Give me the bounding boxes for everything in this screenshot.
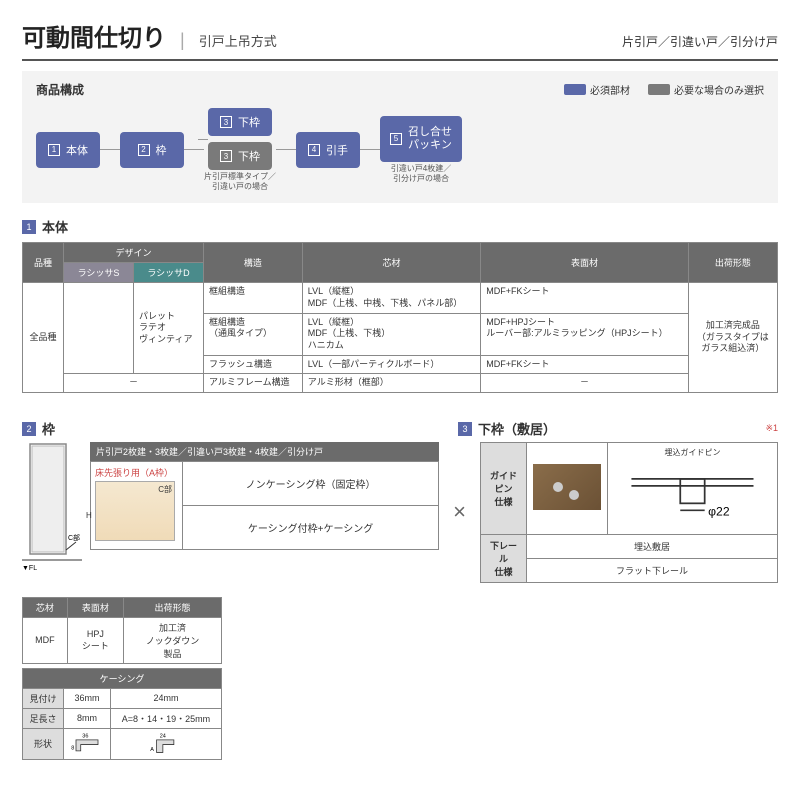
section-2-label: 枠 xyxy=(42,419,55,438)
composition-panel: 商品構成 必須部材 必要な場合のみ選択 1本体 2枠 3下枠 xyxy=(22,71,778,203)
node-packing: 5召し合せ パッキン xyxy=(380,116,462,162)
legend-optional-label: 必要な場合のみ選択 xyxy=(674,82,764,97)
casing-table: ケーシング 見付け 36mm 24mm 足長さ 8mm A=8・14・19・25… xyxy=(22,668,222,760)
divider: | xyxy=(180,30,185,51)
svg-text:A: A xyxy=(150,747,154,753)
door-elevation-diagram: ▼FL C部 xyxy=(22,442,82,575)
door-svg: ▼FL C部 xyxy=(22,442,82,572)
frame-options: 片引戸2枚建・3枚建／引違い戸3枚建・4枚建／引分け戸 床先張り用（A枠） C部… xyxy=(90,442,439,550)
badge-1: 1 xyxy=(22,220,36,234)
caption-n5: 引違い戸4枚建／ 引分け戸の場合 xyxy=(391,164,451,183)
lower-frame-table: ガイドピン 仕様 埋込ガイドピン φ22 下レール 仕 xyxy=(480,442,778,583)
svg-text:24: 24 xyxy=(160,733,166,739)
section-2-header: 2 枠 xyxy=(22,419,438,438)
guide-pin-photo xyxy=(533,464,601,510)
svg-text:36: 36 xyxy=(82,733,88,739)
swatch-required xyxy=(564,84,586,95)
caption-n3: 片引戸標準タイプ／ 引違い戸の場合 xyxy=(204,172,276,191)
guide-pin-section-svg: φ22 xyxy=(614,458,771,528)
node-handle: 4引手 xyxy=(296,132,360,168)
node-body: 1本体 xyxy=(36,132,100,168)
section-1-header: 1 本体 xyxy=(22,217,778,236)
legend: 必須部材 必要な場合のみ選択 xyxy=(564,82,764,97)
frame-header-band: 片引戸2枚建・3枚建／引違い戸3枚建・4枚建／引分け戸 xyxy=(90,442,439,461)
guide-pin-label: 埋込ガイドピン xyxy=(614,447,771,458)
section-3-header: 3 下枠（敷居） ※1 xyxy=(458,419,778,438)
fl-label: ▼FL xyxy=(22,565,37,572)
door-types: 片引戸／引違い戸／引分け戸 xyxy=(622,33,778,50)
page-header: 可動間仕切り | 引戸上吊方式 片引戸／引違い戸／引分け戸 xyxy=(22,18,778,61)
node-lower-frame-b: 3下枠 xyxy=(208,142,272,170)
svg-text:φ22: φ22 xyxy=(708,505,730,519)
note-ref: ※1 xyxy=(765,423,778,434)
door-section-diagram: C部 H xyxy=(95,481,175,541)
frame-option-2: ケーシング付枠+ケーシング xyxy=(183,506,438,549)
body-spec-table: 品種 デザイン 構造 芯材 表面材 出荷形態 ラシッサS ラシッサD 全品種 パ… xyxy=(22,242,778,393)
section-3-label: 下枠（敷居） xyxy=(478,419,556,438)
node-frame: 2枠 xyxy=(120,132,184,168)
badge-2: 2 xyxy=(22,422,36,436)
svg-text:8: 8 xyxy=(71,745,74,751)
material-table: 芯材 表面材 出荷形態 MDF HPJ シート 加工済 ノックダウン 製品 xyxy=(22,597,222,664)
legend-required-label: 必須部材 xyxy=(590,82,630,97)
page-title: 可動間仕切り xyxy=(22,18,166,53)
frame-option-1: ノンケーシング枠（固定枠） xyxy=(183,462,438,506)
node-lower-frame-a: 3下枠 xyxy=(208,108,272,136)
composition-title: 商品構成 xyxy=(36,81,84,98)
section-1-label: 本体 xyxy=(42,217,68,236)
page-subtitle: 引戸上吊方式 xyxy=(199,31,277,50)
svg-text:C部: C部 xyxy=(68,533,80,542)
badge-3: 3 xyxy=(458,422,472,436)
swatch-optional xyxy=(648,84,670,95)
multiply-icon: × xyxy=(453,499,466,525)
casing-profile-a: 36 8 xyxy=(71,732,103,754)
flow-diagram: 1本体 2枠 3下枠 3下枠 片引戸標準タイプ／ 引違い戸の場合 4引手 5召し… xyxy=(36,108,764,191)
casing-profile-b: 24 A xyxy=(150,732,182,754)
